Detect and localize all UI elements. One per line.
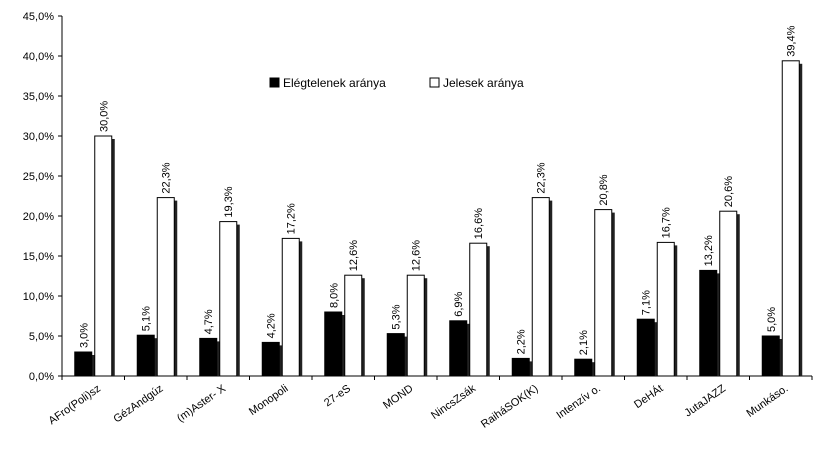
x-axis: AFro(Poli)sz GézAndgúz (m)Aster- X Monopoli… [47, 375, 813, 431]
data-label: 12,6% [411, 240, 423, 271]
y-tick-label: 35,0% [23, 91, 54, 103]
data-label: 22,3% [536, 162, 548, 193]
bar-elegtelenek [511, 357, 530, 377]
y-tick-label: 20,0% [23, 211, 54, 223]
x-category-label: Munkáso. [745, 383, 791, 420]
bar-elegtelenek [74, 351, 93, 377]
y-tick-label: 25,0% [23, 171, 54, 183]
bars [74, 60, 803, 377]
legend: Elégtelenek aránya Jelesek aránya [269, 76, 524, 90]
data-label: 20,8% [598, 174, 610, 205]
bar-jelesek [281, 237, 300, 377]
x-category-label: JutaJAZZ [683, 382, 729, 419]
bar-jelesek [94, 135, 113, 377]
y-tick-label: 0,0% [29, 371, 54, 383]
y-tick-label: 30,0% [23, 131, 54, 143]
x-category-label: Monopoli [247, 383, 290, 418]
bar-jelesek [156, 197, 175, 377]
bar-elegtelenek [761, 335, 780, 377]
data-label: 20,6% [723, 176, 735, 207]
bar-elegtelenek [324, 311, 343, 377]
data-label: 39,4% [786, 25, 798, 56]
data-labels: 3,0% 5,1% 4,7% 4,2% 8,0% 5,3% 6,9% 2,2% 2,1% 7,1%… [78, 25, 798, 355]
x-category-label: DeHÁt [631, 382, 665, 411]
data-label: 3,0% [78, 323, 90, 348]
legend-label-jelesek: Jelesek aránya [443, 76, 524, 90]
data-label: 13,2% [703, 235, 715, 266]
x-category-label: (m)Aster- X [175, 382, 228, 424]
x-category-label: RaiháSOK(K) [479, 383, 540, 431]
data-label: 5,3% [391, 304, 403, 329]
data-label: 30,0% [98, 101, 110, 132]
data-label: 17,2% [286, 203, 298, 234]
data-label: 8,0% [328, 283, 340, 308]
y-tick-label: 40,0% [23, 51, 54, 63]
bar-elegtelenek [136, 334, 155, 377]
data-label: 5,0% [766, 307, 778, 332]
bar-elegtelenek [636, 318, 655, 377]
data-label: 19,3% [223, 186, 235, 217]
bar-elegtelenek [386, 333, 405, 377]
bar-jelesek [656, 241, 675, 377]
data-label: 5,1% [141, 306, 153, 331]
data-label: 2,2% [516, 329, 528, 354]
bar-jelesek [781, 60, 800, 377]
y-tick-label: 10,0% [23, 291, 54, 303]
x-category-label: MOND [381, 383, 415, 412]
legend-swatch-elegtelenek [269, 77, 280, 88]
data-label: 22,3% [161, 162, 173, 193]
data-label: 2,1% [578, 330, 590, 355]
bar-elegtelenek [261, 341, 280, 377]
data-label: 4,2% [266, 313, 278, 338]
bar-jelesek [594, 209, 613, 377]
data-label: 7,1% [641, 290, 653, 315]
x-category-label: NincsZsák [429, 382, 478, 422]
bar-jelesek [344, 274, 363, 377]
bar-elegtelenek [199, 337, 218, 377]
legend-label-elegtelenek: Elégtelenek aránya [283, 76, 386, 90]
data-label: 12,6% [348, 240, 360, 271]
data-label: 6,9% [453, 292, 465, 317]
x-category-label: Intenzív o. [555, 383, 603, 422]
data-label: 16,6% [473, 208, 485, 239]
bar-elegtelenek [699, 269, 718, 377]
y-tick-label: 45,0% [23, 11, 54, 23]
bar-jelesek [719, 210, 738, 377]
y-tick-label: 15,0% [23, 251, 54, 263]
bar-jelesek [469, 242, 488, 377]
data-label: 4,7% [203, 309, 215, 334]
data-label: 16,7% [661, 207, 673, 238]
bar-elegtelenek [574, 358, 593, 377]
x-category-label: 27-eS [322, 383, 353, 410]
x-category-label: GézAndgúz [111, 383, 165, 426]
bar-jelesek [531, 197, 550, 377]
bar-elegtelenek [449, 320, 468, 377]
y-axis: 0,0% 5,0% 10,0% 15,0% 20,0% 25,0% 30,0% 35,0% 40… [23, 11, 63, 383]
y-tick-label: 5,0% [29, 331, 54, 343]
x-category-label: AFro(Poli)sz [47, 383, 103, 428]
bar-jelesek [406, 274, 425, 377]
bar-jelesek [219, 221, 238, 377]
legend-swatch-jelesek [429, 77, 440, 88]
